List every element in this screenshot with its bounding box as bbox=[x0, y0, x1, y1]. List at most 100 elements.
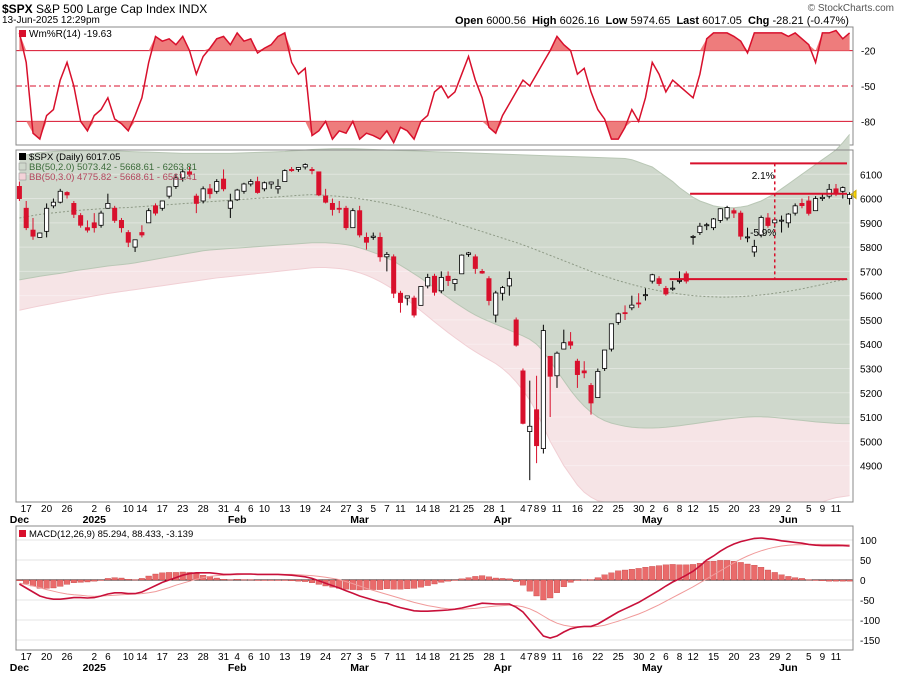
price-tick-label: 5400 bbox=[860, 340, 883, 351]
macd-histogram-bar bbox=[703, 561, 710, 581]
macd-histogram-bar bbox=[506, 578, 513, 581]
x-tick-label: 5 bbox=[370, 652, 376, 663]
x-tick-label: 24 bbox=[320, 504, 332, 515]
macd-signal-line bbox=[19, 543, 850, 628]
candle bbox=[384, 253, 390, 258]
macd-histogram-bar bbox=[431, 579, 438, 585]
x-tick-label: 6 bbox=[105, 652, 111, 663]
macd-histogram-bar bbox=[519, 579, 526, 586]
x-tick-label: 12 bbox=[688, 652, 700, 663]
x-month-label: Feb bbox=[228, 514, 247, 526]
x-tick-label: 30 bbox=[633, 504, 645, 515]
x-tick-label: 10 bbox=[123, 652, 135, 663]
x-month-label: 2025 bbox=[83, 514, 107, 526]
candle bbox=[683, 273, 689, 282]
macd-histogram-bar bbox=[227, 579, 234, 581]
candle bbox=[316, 171, 322, 196]
macd-histogram-bar bbox=[411, 579, 418, 589]
macd-histogram-bar bbox=[125, 579, 132, 581]
macd-histogram-bar bbox=[424, 579, 431, 586]
macd-histogram-bar bbox=[622, 569, 629, 581]
x-tick-label: 17 bbox=[21, 652, 33, 663]
candle bbox=[751, 245, 757, 253]
macd-histogram-bar bbox=[404, 579, 411, 589]
x-tick-label: 30 bbox=[633, 652, 645, 663]
macd-tick-label: 50 bbox=[860, 556, 872, 567]
x-tick-label: 26 bbox=[61, 504, 73, 515]
x-tick-label: 25 bbox=[613, 652, 625, 663]
macd-histogram-bar bbox=[254, 579, 261, 581]
macd-histogram-bar bbox=[220, 579, 227, 581]
macd-histogram-bar bbox=[635, 568, 642, 581]
last-value: 6017.05 bbox=[702, 15, 742, 27]
candle bbox=[840, 187, 846, 192]
macd-line bbox=[18, 537, 850, 639]
candle bbox=[745, 236, 751, 239]
macd-histogram-bar bbox=[186, 572, 193, 581]
candle bbox=[466, 252, 472, 255]
x-tick-label: 24 bbox=[320, 652, 332, 663]
macd-tick-label: -50 bbox=[860, 596, 875, 607]
candle bbox=[765, 217, 771, 226]
macd-histogram-bar bbox=[499, 578, 506, 581]
measure-label: -5.9% bbox=[750, 228, 776, 239]
candle bbox=[731, 210, 737, 214]
x-tick-label: 7 bbox=[527, 504, 533, 515]
x-tick-label: 20 bbox=[41, 504, 53, 515]
macd-tick-label: -150 bbox=[860, 636, 880, 647]
x-tick-label: 8 bbox=[677, 504, 683, 515]
macd-histogram-bar bbox=[417, 579, 424, 588]
x-tick-label: 12 bbox=[688, 504, 700, 515]
macd-histogram-bar bbox=[540, 579, 547, 601]
wr-overbought-fill bbox=[19, 30, 850, 51]
macd-histogram-bar bbox=[43, 579, 50, 589]
price-legend-entry: $SPX (Daily) 6017.05 bbox=[29, 152, 120, 163]
macd-histogram-bar bbox=[111, 577, 118, 581]
candle bbox=[588, 385, 594, 404]
macd-legend: MACD(12,26,9) 85.294, 88.433, -3.139 bbox=[29, 529, 193, 540]
macd-histogram-bar bbox=[104, 578, 111, 581]
x-tick-label: 2 bbox=[91, 652, 97, 663]
candle bbox=[602, 349, 608, 369]
price-panel-frame bbox=[15, 149, 854, 503]
x-tick-label: 5 bbox=[806, 504, 812, 515]
candle bbox=[819, 196, 825, 199]
candle bbox=[520, 370, 526, 424]
macd-histogram-bar bbox=[792, 577, 799, 581]
credit: © StockCharts.com bbox=[807, 3, 894, 14]
macd-histogram-bar bbox=[281, 579, 288, 581]
macd-histogram-bar bbox=[778, 574, 785, 581]
chart-title: $SPX S&P 500 Large Cap Index INDX bbox=[2, 2, 207, 16]
candle bbox=[180, 171, 186, 179]
macd-histogram-bar bbox=[533, 579, 540, 597]
macd-histogram-bar bbox=[16, 579, 23, 581]
macd-histogram-bar bbox=[309, 579, 316, 583]
candle bbox=[261, 182, 267, 190]
candle bbox=[248, 181, 254, 185]
candle bbox=[486, 278, 492, 301]
candle bbox=[397, 292, 403, 303]
price-legend-entry: BB(50,3.0) 4775.82 - 5668.61 - 6561.41 bbox=[29, 172, 197, 183]
candle bbox=[425, 277, 431, 287]
macd-histogram-bar bbox=[819, 579, 826, 581]
candle bbox=[363, 236, 369, 243]
x-tick-label: 14 bbox=[415, 652, 427, 663]
macd-histogram-bar bbox=[36, 579, 43, 589]
macd-histogram-bar bbox=[295, 579, 302, 582]
macd-histogram-bar bbox=[601, 574, 608, 581]
candle bbox=[329, 203, 335, 210]
macd-histogram-bar bbox=[70, 579, 77, 583]
candle bbox=[493, 292, 499, 316]
candle bbox=[540, 330, 546, 449]
x-tick-label: 11 bbox=[831, 652, 842, 663]
candle bbox=[84, 227, 90, 231]
candle bbox=[241, 183, 247, 192]
candle bbox=[255, 181, 261, 193]
candle bbox=[323, 195, 329, 203]
x-tick-label: 21 bbox=[449, 504, 461, 515]
macd-histogram-bar bbox=[492, 577, 499, 581]
candle bbox=[98, 212, 104, 226]
macd-histogram-bar bbox=[649, 566, 656, 581]
x-tick-label: 29 bbox=[769, 652, 781, 663]
candle bbox=[166, 186, 172, 197]
